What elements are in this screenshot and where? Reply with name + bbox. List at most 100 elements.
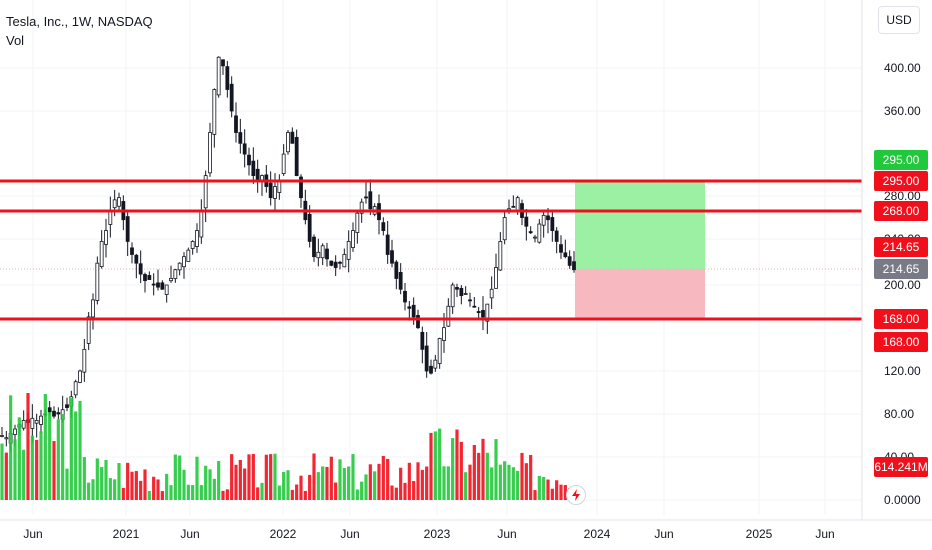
candle-body <box>364 196 368 199</box>
candle-body <box>225 66 230 90</box>
volume-bar <box>156 479 160 500</box>
candle-body <box>485 303 490 322</box>
candle-body <box>355 212 360 233</box>
volume-bar <box>290 489 294 500</box>
volume-bar <box>490 467 494 500</box>
candle-body <box>572 261 576 271</box>
volume-bar <box>230 454 234 500</box>
volume-bar <box>22 449 26 500</box>
candle-body <box>351 230 355 248</box>
candle-body <box>56 412 61 415</box>
candle-body <box>138 263 143 275</box>
candle-body <box>502 217 507 241</box>
candle-body <box>125 216 130 242</box>
volume-bar <box>472 444 476 500</box>
price-tag-stop <box>874 332 928 352</box>
volume-bar <box>165 473 169 500</box>
candle-body <box>34 420 39 424</box>
volume-bar <box>303 490 307 500</box>
candle-body <box>325 248 329 260</box>
volume-bar <box>61 414 65 500</box>
time-axis-label: Jun <box>23 527 42 541</box>
candle-body <box>65 404 69 408</box>
candle-body <box>104 230 108 245</box>
volume-bar <box>451 438 455 500</box>
volume-bar <box>17 417 21 500</box>
line-price-label: 295.00 <box>883 174 920 188</box>
volume-bar <box>195 456 199 500</box>
candle-body <box>307 213 312 242</box>
candle-body <box>160 282 165 290</box>
volume-bar <box>130 471 134 500</box>
volume-bar <box>442 466 446 500</box>
volume-bar <box>100 467 104 500</box>
volume-bar <box>368 464 372 500</box>
candle-body <box>559 244 563 253</box>
volume-bar <box>74 411 78 500</box>
price-tag-volume <box>874 457 928 477</box>
volume-bar <box>147 491 151 500</box>
volume-bar <box>520 452 524 500</box>
symbol-title[interactable]: Tesla, Inc., 1W, NASDAQ <box>6 14 153 29</box>
volume-bar <box>82 457 86 500</box>
volume-bar <box>321 466 325 500</box>
price-axis-label: 400.00 <box>884 61 921 75</box>
price-tag-label: 214.65 <box>883 262 920 276</box>
candle-body <box>151 283 156 286</box>
volume-bar <box>251 453 255 500</box>
volume-bar <box>412 481 416 500</box>
price-tag-entry <box>874 237 928 257</box>
candle-body <box>212 89 217 135</box>
volume-bar <box>113 479 117 500</box>
volume-bar <box>511 467 515 500</box>
candle-body <box>47 407 52 413</box>
volume-bar <box>299 475 303 500</box>
volume-bar <box>95 458 99 500</box>
candle-body <box>403 290 407 303</box>
candle-body <box>73 381 78 396</box>
candle-body <box>407 306 412 309</box>
candle-body <box>13 428 17 435</box>
price-tag-last-price <box>874 259 928 279</box>
candle-body <box>134 254 139 264</box>
candle-body <box>368 191 373 210</box>
volume-bar <box>438 428 442 500</box>
volume-bar <box>377 463 381 500</box>
candle-body <box>316 251 321 259</box>
volume-bar <box>381 455 385 500</box>
candle-body <box>394 261 399 279</box>
volume-indicator-label[interactable]: Vol <box>6 33 25 48</box>
candle-body <box>446 305 451 327</box>
volume-bar <box>308 474 312 500</box>
candle-body <box>147 275 152 280</box>
candle-body <box>130 247 134 255</box>
volume-bar <box>178 455 182 500</box>
volume-bar <box>121 487 125 500</box>
candle-body <box>537 223 542 243</box>
candle-body <box>472 305 477 308</box>
candle-body <box>546 215 550 221</box>
candle-body <box>494 267 498 289</box>
time-axis-label: Jun <box>340 527 359 541</box>
volume-bar <box>221 490 225 500</box>
candle-body <box>268 182 273 199</box>
volume-bar <box>394 487 398 500</box>
lightning-icon[interactable] <box>566 485 586 505</box>
candle-body <box>411 304 416 318</box>
volume-bar <box>4 452 8 500</box>
candle-body <box>442 327 446 341</box>
candle-body <box>476 311 481 314</box>
price-tag-target <box>874 150 928 170</box>
candle-body <box>86 316 91 344</box>
price-axis-label: 360.00 <box>884 104 921 118</box>
volume-bar <box>399 467 403 500</box>
volume-bar <box>516 470 520 500</box>
candle-body <box>329 260 334 266</box>
candle-body <box>424 345 429 372</box>
currency-button[interactable]: USD <box>878 6 920 34</box>
volume-bar <box>264 454 268 500</box>
volume-bar <box>87 482 91 500</box>
candle-body <box>528 231 533 234</box>
